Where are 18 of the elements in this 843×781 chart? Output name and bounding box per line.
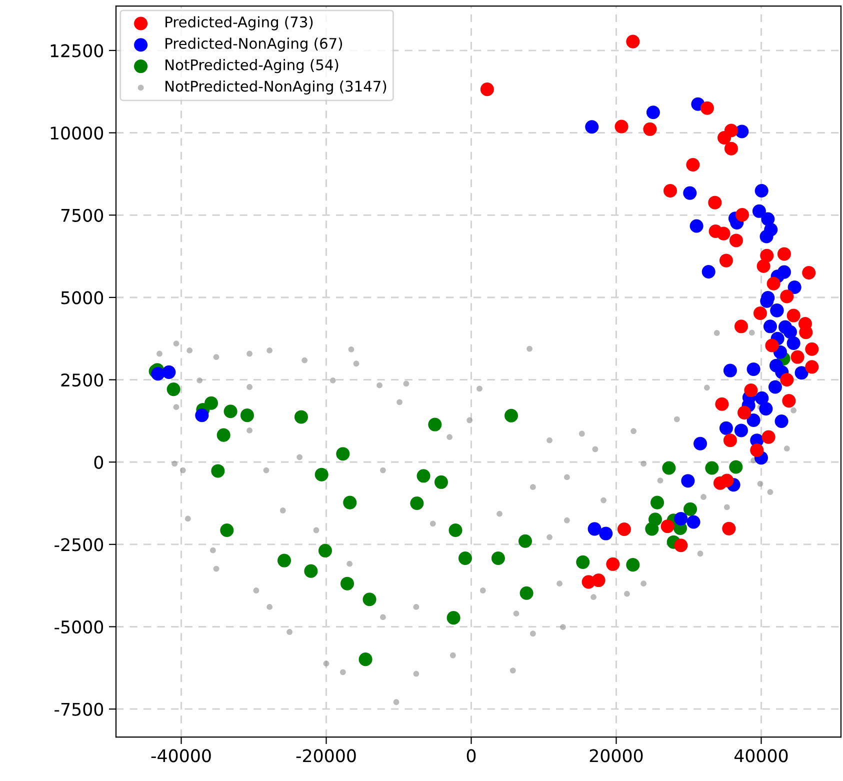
legend-label: Predicted-NonAging (67) <box>166 38 342 52</box>
legend-label: NotPredicted-NonAging (3147) <box>166 80 386 95</box>
x-tick-label: 0 <box>466 749 476 762</box>
y-tick-label: 10000 <box>50 126 104 140</box>
y-tick-label: -5000 <box>54 620 104 634</box>
x-tick-label: -40000 <box>151 749 211 762</box>
y-tick-label: 5000 <box>61 291 104 304</box>
y-tick-label: 2500 <box>61 373 104 387</box>
y-tick-label: 12500 <box>50 44 104 58</box>
x-tick-label: 40000 <box>734 749 788 762</box>
x-tick-label: 20000 <box>590 749 643 762</box>
legend-label: Predicted-Aging (73) <box>166 16 313 30</box>
y-tick-label: -2500 <box>54 538 104 552</box>
legend-label: NotPredicted-Aging (54) <box>166 59 338 74</box>
y-tick-label: -7500 <box>54 702 104 716</box>
y-tick-label: 0 <box>94 456 104 469</box>
y-tick-label: 7500 <box>61 208 104 222</box>
x-tick-label: -20000 <box>296 749 356 762</box>
